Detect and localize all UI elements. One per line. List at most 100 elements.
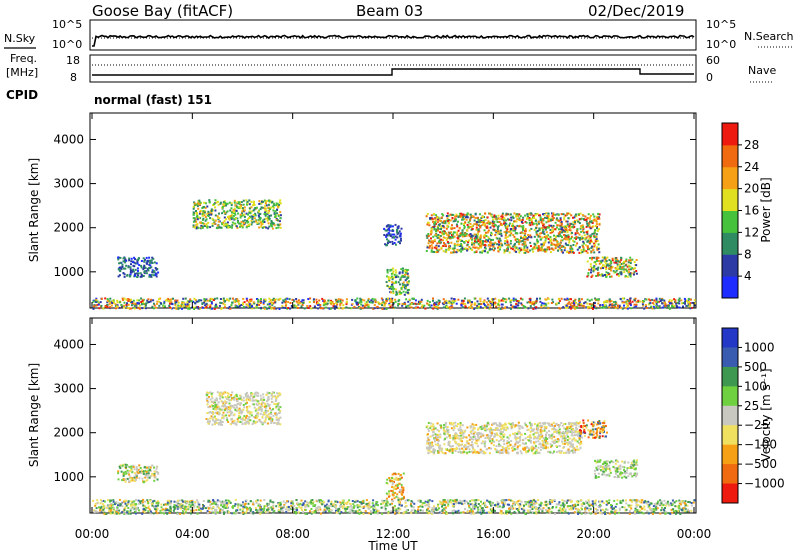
range-gate-cell <box>471 215 474 218</box>
range-gate-cell <box>260 206 263 209</box>
range-gate-cell <box>224 223 227 226</box>
range-gate-cell <box>490 231 493 234</box>
range-gate-cell <box>225 204 228 207</box>
range-gate-cell <box>499 432 502 435</box>
range-gate-cell <box>684 300 687 303</box>
range-gate-cell <box>120 267 123 270</box>
range-gate-cell <box>202 210 205 213</box>
range-gate-cell <box>138 469 141 472</box>
range-gate-cell <box>381 308 384 310</box>
range-gate-cell <box>518 213 521 216</box>
range-gate-cell <box>466 441 469 444</box>
range-gate-cell <box>590 275 593 278</box>
range-gate-cell <box>465 229 468 232</box>
range-gate-cell <box>597 266 600 269</box>
range-gate-cell <box>455 441 458 444</box>
range-gate-cell <box>547 218 550 221</box>
range-gate-cell <box>259 412 262 415</box>
range-gate-cell <box>481 223 484 226</box>
range-gate-cell <box>581 251 584 254</box>
range-gate-cell <box>223 414 226 417</box>
range-gate-cell <box>142 301 145 304</box>
range-gate-cell <box>487 229 490 232</box>
range-gate-cell <box>128 257 131 260</box>
range-gate-cell <box>532 302 535 305</box>
range-gate-cell <box>571 226 574 228</box>
range-gate-cell <box>213 416 216 419</box>
range-gate-cell <box>123 297 126 300</box>
range-gate-cell <box>143 303 146 306</box>
range-gate-cell <box>680 299 683 302</box>
range-gate-cell <box>429 425 432 428</box>
range-gate-cell <box>307 307 310 309</box>
range-gate-cell <box>554 247 557 250</box>
range-gate-cell <box>562 451 565 454</box>
range-gate-cell <box>289 307 291 310</box>
range-gate-cell <box>444 220 447 223</box>
range-gate-cell <box>269 207 271 210</box>
range-gate-cell <box>391 498 394 501</box>
range-gate-cell <box>259 208 262 211</box>
range-gate-cell <box>453 249 456 252</box>
range-gate-cell <box>691 301 694 304</box>
range-gate-cell <box>500 234 503 237</box>
range-gate-cell <box>572 251 575 254</box>
range-gate-cell <box>237 212 239 215</box>
range-gate-cell <box>230 214 233 217</box>
range-gate-cell <box>218 413 221 416</box>
range-gate-cell <box>242 222 245 225</box>
range-gate-cell <box>256 400 259 403</box>
range-gate-cell <box>130 468 133 471</box>
range-gate-cell <box>250 411 253 414</box>
range-gate-cell <box>319 307 322 310</box>
range-gate-cell <box>200 224 203 227</box>
range-gate-cell <box>476 216 479 219</box>
range-gate-cell <box>671 305 673 308</box>
range-gate-cell <box>182 304 185 307</box>
range-gate-cell <box>385 229 388 232</box>
range-gate-cell <box>400 268 403 271</box>
range-gate-cell <box>287 301 290 303</box>
range-gate-cell <box>297 299 300 302</box>
range-gate-cell <box>534 306 537 309</box>
range-gate-cell <box>266 303 269 306</box>
range-gate-cell <box>477 240 480 242</box>
range-gate-cell <box>392 290 395 293</box>
range-gate-cell <box>485 226 488 229</box>
range-gate-cell <box>263 413 266 416</box>
range-gate-cell <box>198 299 201 302</box>
range-gate-cell <box>565 229 568 231</box>
range-gate-cell <box>394 235 397 238</box>
range-gate-cell <box>614 303 617 306</box>
range-gate-cell <box>365 303 368 306</box>
range-gate-cell <box>535 306 538 309</box>
range-gate-cell <box>275 403 277 405</box>
range-gate-cell <box>566 303 569 306</box>
range-gate-cell <box>500 232 503 235</box>
range-gate-cell <box>538 214 541 217</box>
range-gate-cell <box>516 304 519 307</box>
range-gate-cell <box>233 201 236 204</box>
range-gate-cell <box>391 240 394 243</box>
range-gate-cell <box>475 234 478 237</box>
range-gate-cell <box>318 299 321 302</box>
range-gate-cell <box>397 478 400 481</box>
range-gate-cell <box>390 291 392 294</box>
range-gate-cell <box>668 307 671 310</box>
range-gate-cell <box>133 307 136 310</box>
range-gate-cell <box>279 211 282 214</box>
range-gate-cell <box>557 219 560 222</box>
range-gate-cell <box>210 395 213 398</box>
range-gate-cell <box>223 220 226 222</box>
range-gate-cell <box>468 448 471 451</box>
range-gate-cell <box>429 306 431 309</box>
range-gate-cell <box>597 247 600 250</box>
range-gate-cell <box>257 406 260 409</box>
range-gate-cell <box>433 305 436 308</box>
range-gate-cell <box>687 297 690 300</box>
range-gate-cell <box>247 410 250 413</box>
range-gate-cell <box>196 223 199 226</box>
range-gate-cell <box>303 307 306 310</box>
range-gate-cell <box>590 221 593 224</box>
range-gate-cell <box>220 302 223 304</box>
